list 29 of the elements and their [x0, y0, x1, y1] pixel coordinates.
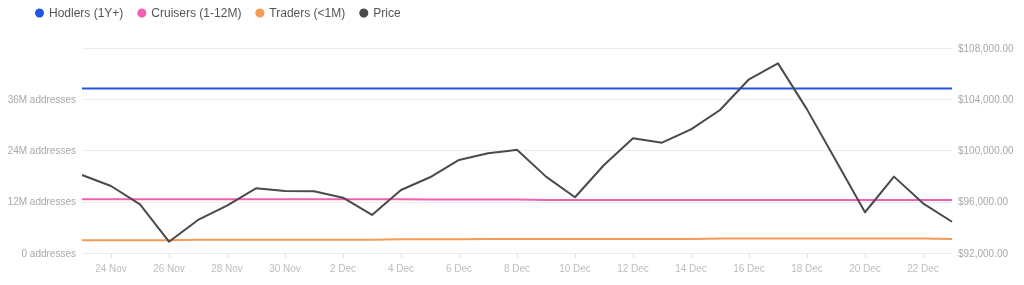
x-tick-label: 24 Nov — [95, 262, 127, 274]
x-tick-label: 16 Dec — [733, 262, 765, 274]
y-tick-label: 12M addresses — [7, 196, 76, 208]
y-tick-label: 24M addresses — [7, 145, 76, 156]
y2-tick-label: $100,000.00 — [958, 145, 1015, 156]
y2-tick-label: $92,000.00 — [958, 247, 1009, 259]
x-tick-label: 2 Dec — [329, 262, 357, 274]
x-tick-label: 10 Dec — [559, 262, 591, 274]
x-tick-label: 22 Dec — [907, 262, 939, 274]
x-tick-label: 8 Dec — [503, 262, 531, 274]
legend-label: Hodlers (1Y+) — [49, 6, 124, 20]
legend-label: Traders (<1M) — [269, 6, 346, 20]
x-tick-label: 12 Dec — [617, 262, 649, 274]
x-tick-label: 6 Dec — [445, 262, 473, 274]
y-tick-label: 0 addresses — [21, 247, 76, 259]
y2-tick-label: $104,000.00 — [958, 93, 1015, 105]
legend-label: Price — [373, 6, 401, 20]
x-tick-label: 30 Nov — [269, 262, 301, 274]
x-tick-label: 26 Nov — [153, 262, 185, 274]
y-tick-label: 36M addresses — [7, 93, 76, 105]
legend-label: Cruisers (1-12M) — [151, 6, 242, 20]
x-tick-label: 20 Dec — [849, 262, 881, 274]
y2-tick-label: $96,000.00 — [958, 196, 1009, 208]
line-series — [81, 62, 953, 243]
x-tick-label: 18 Dec — [791, 262, 823, 274]
x-tick-label: 4 Dec — [387, 262, 415, 274]
y2-tick-label: $108,000.00 — [958, 42, 1015, 54]
x-tick-label: 14 Dec — [675, 262, 707, 274]
x-tick-label: 28 Nov — [211, 262, 243, 274]
